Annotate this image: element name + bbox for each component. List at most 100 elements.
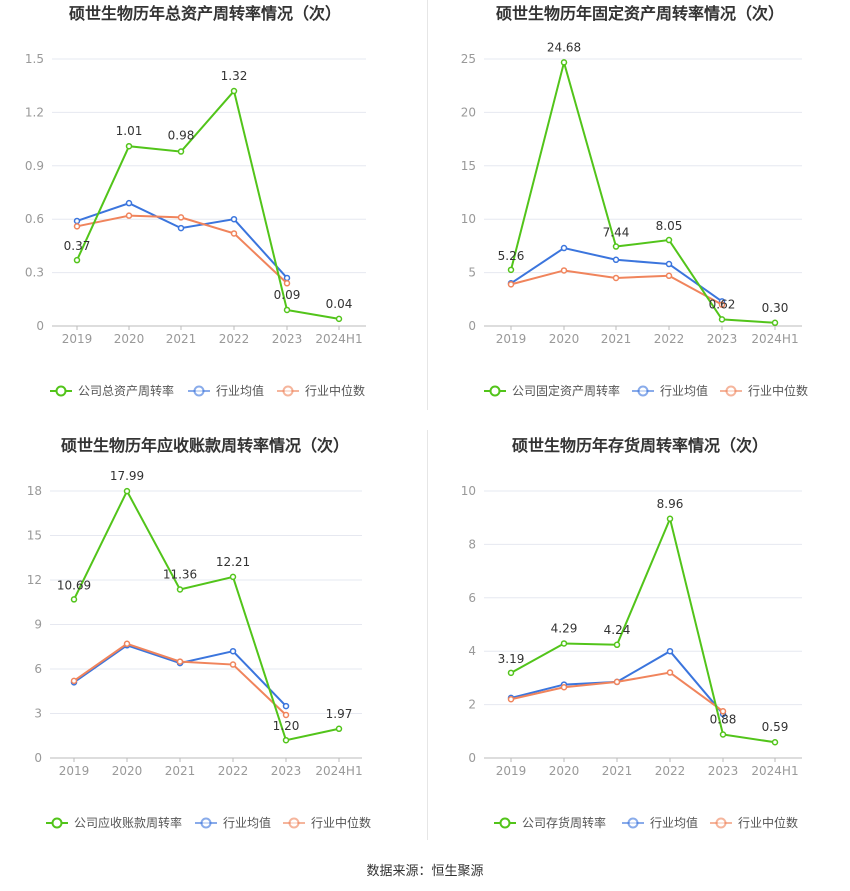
series-line — [73, 644, 287, 707]
legend-label: 公司总资产周转率 — [78, 383, 174, 398]
data-point — [230, 230, 238, 237]
legend-marker — [637, 385, 649, 397]
data-point — [73, 223, 81, 230]
data-point — [560, 244, 568, 252]
legend-marker — [489, 385, 501, 397]
data-label: 3.19 — [498, 652, 525, 666]
legend-label: 公司固定资产周转率 — [512, 383, 620, 398]
series-line — [73, 488, 340, 742]
data-label: 1.32 — [221, 69, 248, 83]
data-point — [125, 212, 133, 219]
data-label: 12.21 — [216, 555, 250, 569]
x-tick-label: 2019 — [496, 332, 527, 346]
data-label: 10.69 — [57, 578, 91, 592]
data-label: 4.24 — [604, 623, 631, 637]
x-tick-label: 2021 — [601, 332, 632, 346]
data-label: 11.36 — [163, 567, 197, 581]
series-line — [510, 515, 776, 744]
data-point — [560, 59, 568, 66]
legend-marker — [51, 817, 63, 829]
data-label: 1.01 — [116, 124, 143, 138]
data-point — [229, 573, 237, 581]
y-tick-label: 3 — [34, 707, 42, 721]
data-point — [125, 142, 133, 150]
legend-label: 公司应收账款周转率 — [74, 815, 182, 830]
chart-title: 硕世生物历年总资产周转率情况（次） — [69, 4, 341, 23]
y-tick-label: 0 — [36, 319, 44, 333]
data-point — [283, 280, 291, 287]
chart-title: 硕世生物历年固定资产周转率情况（次） — [496, 4, 784, 23]
data-point — [230, 87, 238, 95]
x-tick-label: 2022 — [218, 764, 249, 778]
data-label: 0.98 — [168, 129, 195, 143]
data-point — [507, 266, 515, 274]
data-label: 1.20 — [273, 719, 300, 733]
x-tick-label: 2023 — [271, 764, 302, 778]
y-tick-label: 5 — [468, 266, 476, 280]
legend-label: 行业中位数 — [305, 383, 365, 398]
vertical-divider — [427, 430, 428, 840]
y-tick-label: 20 — [461, 105, 476, 119]
y-tick-label: 2 — [468, 698, 476, 712]
y-tick-label: 12 — [27, 573, 42, 587]
data-point — [613, 678, 621, 686]
data-label: 0.59 — [762, 720, 789, 734]
data-point — [612, 243, 620, 250]
data-label: 24.68 — [547, 40, 581, 54]
data-point — [177, 224, 185, 232]
x-tick-label: 2022 — [655, 764, 686, 778]
data-point — [70, 596, 78, 603]
data-point — [282, 711, 290, 719]
x-tick-label: 2024H1 — [751, 764, 798, 778]
data-point — [177, 214, 185, 221]
legend-label: 行业均值 — [216, 383, 264, 398]
data-point — [282, 736, 290, 744]
x-tick-label: 2020 — [112, 764, 143, 778]
data-label: 8.05 — [656, 219, 683, 233]
legend-marker — [200, 817, 212, 829]
data-point — [125, 199, 133, 207]
data-point — [666, 515, 674, 523]
data-point — [665, 272, 673, 280]
x-tick-label: 2023 — [272, 332, 303, 346]
y-tick-label: 15 — [461, 159, 476, 173]
y-tick-label: 15 — [27, 529, 42, 543]
data-point — [560, 683, 568, 691]
legend-label: 行业均值 — [650, 815, 698, 830]
series-line — [510, 58, 776, 324]
data-point — [507, 696, 515, 703]
y-tick-label: 25 — [461, 52, 476, 66]
y-tick-label: 9 — [34, 618, 42, 632]
data-point — [123, 487, 131, 495]
y-tick-label: 8 — [468, 537, 476, 551]
data-label: 0.62 — [709, 297, 736, 311]
legend-label: 行业均值 — [223, 815, 271, 830]
chart-panel: 硕世生物历年固定资产周转率情况（次） 0 5 10 15 20 25 2019 2020 2021… — [461, 4, 808, 398]
data-label: 17.99 — [110, 469, 144, 483]
x-tick-label: 2022 — [219, 332, 250, 346]
data-label: 5.26 — [498, 249, 525, 263]
chart-title: 硕世生物历年存货周转率情况（次） — [512, 436, 768, 455]
data-point — [771, 319, 779, 327]
data-point — [335, 315, 343, 323]
data-point — [123, 640, 131, 648]
chart-title: 硕世生物历年应收账款周转率情况（次） — [61, 436, 349, 455]
data-label: 0.04 — [326, 297, 353, 311]
y-tick-label: 0.6 — [25, 212, 44, 226]
data-point — [73, 217, 81, 225]
legend-label: 行业中位数 — [748, 383, 808, 398]
x-tick-label: 2022 — [654, 332, 685, 346]
x-tick-label: 2021 — [165, 764, 196, 778]
data-point — [176, 586, 184, 593]
data-point — [612, 274, 620, 282]
y-tick-label: 0 — [34, 751, 42, 765]
legend-marker — [715, 817, 727, 829]
x-tick-label: 2019 — [496, 764, 527, 778]
data-point — [560, 640, 568, 647]
legend-marker — [55, 385, 67, 397]
data-point — [73, 256, 81, 264]
data-point — [718, 301, 726, 308]
y-tick-label: 0 — [468, 751, 476, 765]
x-tick-label: 2019 — [62, 332, 93, 346]
